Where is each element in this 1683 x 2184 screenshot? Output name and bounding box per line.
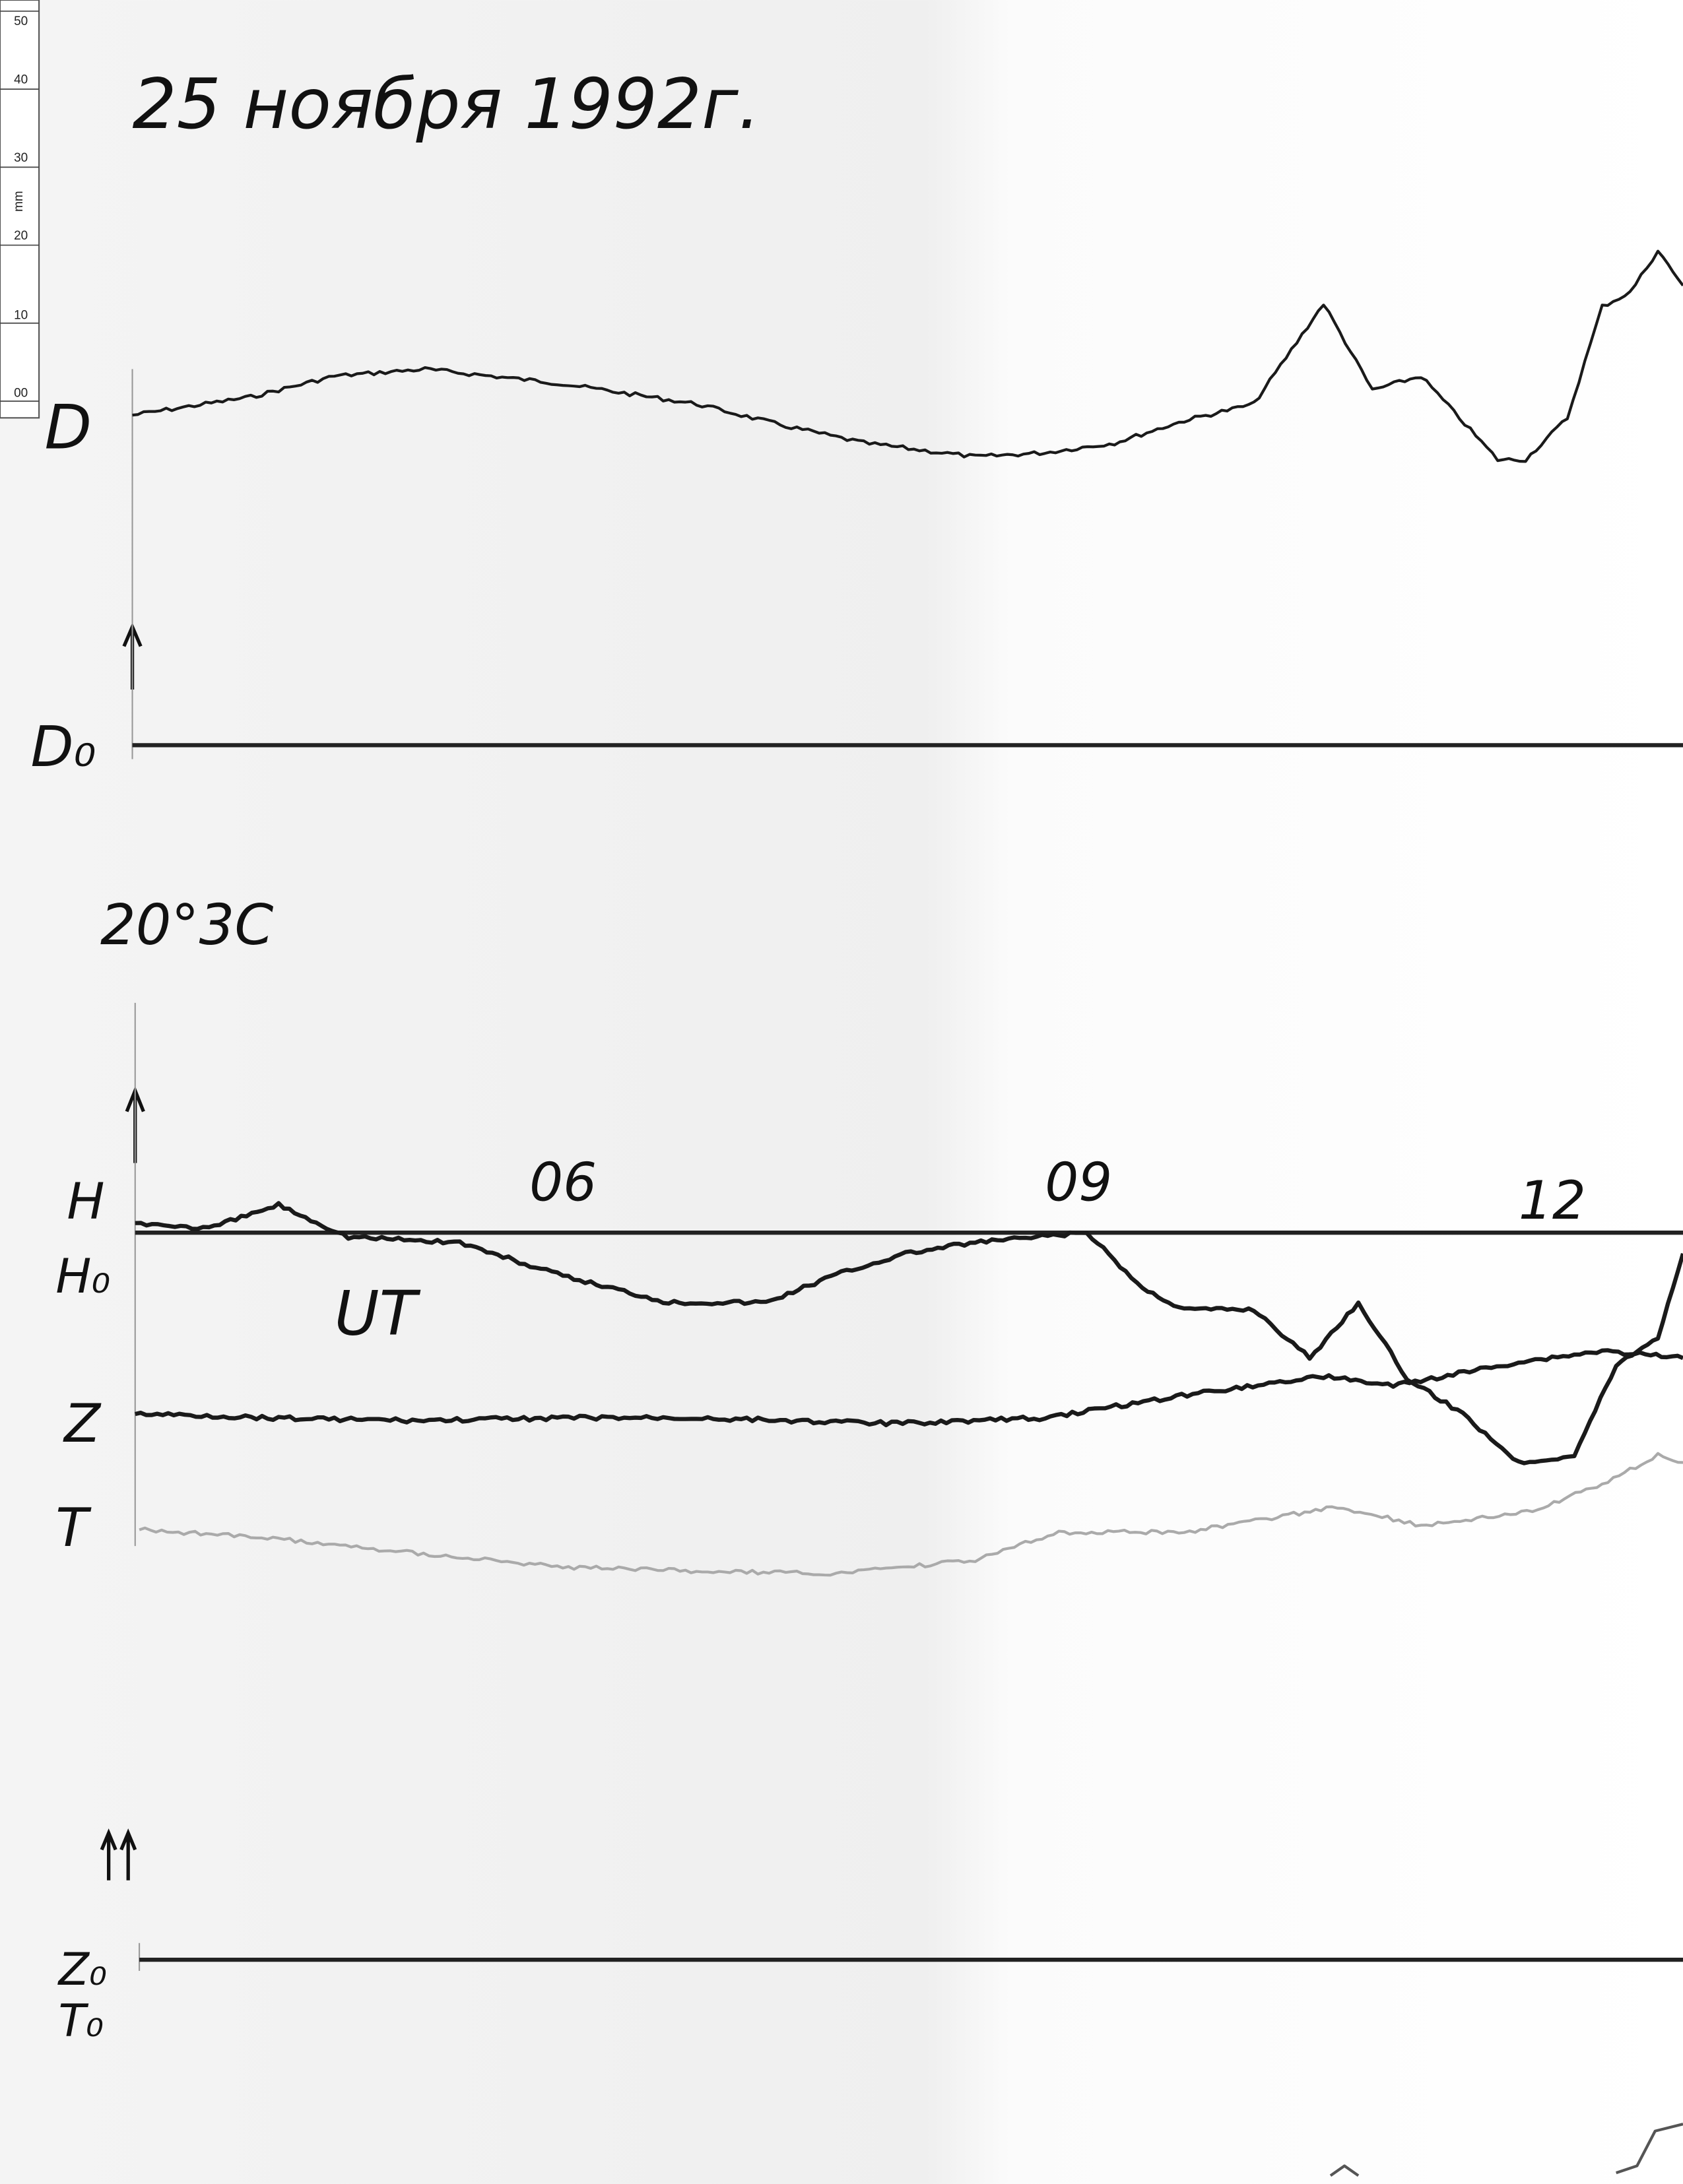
start-ticks: [131, 369, 141, 1971]
ruler-mark: 00: [14, 387, 28, 401]
trace-label: T₀: [59, 1995, 104, 2047]
ruler-unit: mm: [12, 191, 26, 212]
ruler-mark: 10: [14, 308, 28, 322]
temperature: 20°3C: [100, 893, 273, 957]
ruler-mark: 30: [14, 151, 28, 165]
ruler-mark: 50: [14, 15, 28, 28]
trace: [135, 1348, 1683, 1428]
hour-label: 06: [529, 1152, 597, 1213]
trace: [135, 1201, 1683, 1465]
trace-label: Z₀: [57, 1943, 107, 1995]
trace: [139, 1452, 1683, 1577]
trace-fragment: [1329, 2123, 1683, 2177]
time-unit: UT: [335, 1277, 421, 1349]
title: 25 ноября 1992г.: [133, 63, 761, 145]
trace-label: Z: [63, 1393, 102, 1454]
trace-label: H₀: [55, 1248, 110, 1304]
trace-label: D: [45, 392, 92, 463]
ruler-mark: 20: [14, 229, 28, 243]
trace: [132, 249, 1683, 463]
ruler-body: [0, 0, 40, 419]
ruler-mark: 40: [14, 73, 28, 87]
ruler: 50 40 30 mm 20 10 00: [0, 0, 40, 419]
hour-label: 09: [1045, 1152, 1112, 1213]
trace-label: H: [67, 1172, 104, 1231]
trace-label: D₀: [30, 715, 96, 779]
hour-label: 12: [1519, 1170, 1586, 1231]
trace-label: T: [55, 1497, 92, 1558]
